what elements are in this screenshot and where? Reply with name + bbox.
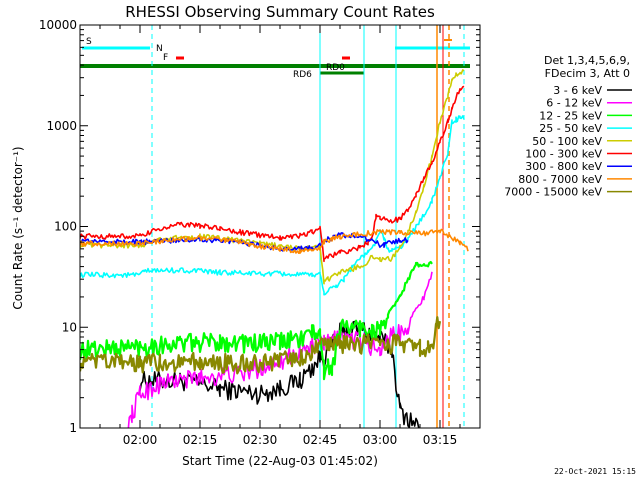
legend-header: Det 1,3,4,5,6,9, [544, 54, 630, 67]
y-tick-label: 10000 [39, 18, 77, 32]
series-line [80, 316, 442, 375]
x-tick-label: 02:30 [243, 433, 278, 447]
legend-entry: 7000 - 15000 keV [504, 186, 602, 199]
x-tick-label: 02:00 [123, 433, 158, 447]
legend-header: FDecim 3, Att 0 [545, 67, 630, 80]
series-line [80, 85, 465, 263]
flag-label: N [156, 44, 163, 54]
x-tick-label: 02:45 [303, 433, 338, 447]
series-line [80, 228, 469, 254]
x-tick-label: 02:15 [183, 433, 218, 447]
series-line [80, 260, 433, 381]
x-tick-label: 03:15 [423, 433, 458, 447]
series-group [80, 69, 469, 428]
chart-title: RHESSI Observing Summary Count Rates [125, 3, 435, 21]
legend-entry: 25 - 50 keV [539, 122, 602, 135]
flag-label: S [86, 37, 92, 47]
y-tick-label: 1000 [46, 119, 77, 133]
flag-label: RD6 [293, 70, 312, 80]
legend-entry: 12 - 25 keV [539, 109, 602, 122]
legend-entry: 50 - 100 keV [532, 135, 602, 148]
legend-entry: 6 - 12 keV [546, 97, 602, 110]
timestamp: 22-Oct-2021 15:15 [554, 467, 636, 476]
series-line [80, 115, 465, 296]
legend-entry: 300 - 800 keV [525, 160, 602, 173]
flag-bars: S NF RD0 RD6 [80, 25, 470, 428]
x-axis-label: Start Time (22-Aug-03 01:45:02) [182, 454, 378, 468]
y-tick-label: 100 [54, 220, 77, 234]
y-tick-label: 10 [62, 320, 77, 334]
legend-entry: 100 - 300 keV [525, 148, 602, 161]
y-tick-label: 1 [69, 421, 77, 435]
flag-label: RD0 [326, 63, 345, 73]
legend-entry: 800 - 7000 keV [518, 173, 602, 186]
x-tick-label: 03:00 [363, 433, 398, 447]
legend-entry: 3 - 6 keV [553, 84, 602, 97]
y-axis-label: Count Rate (s⁻¹ detector⁻¹) [11, 146, 25, 309]
flag-label: F [163, 53, 168, 63]
